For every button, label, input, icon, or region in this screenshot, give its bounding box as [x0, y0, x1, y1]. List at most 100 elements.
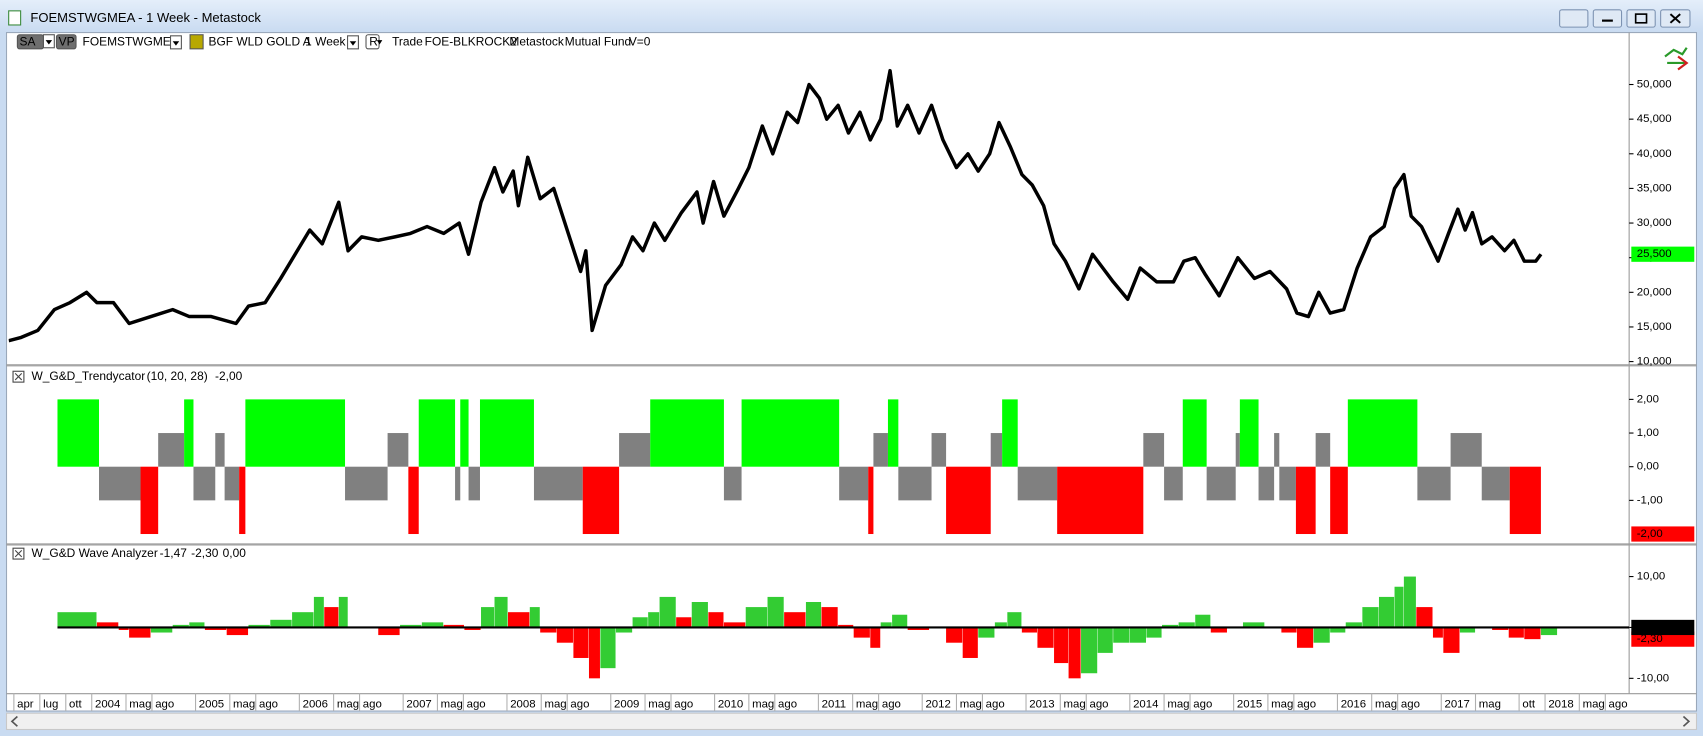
trend-bar	[1315, 433, 1331, 467]
x-tick-label: 2016	[1341, 699, 1366, 711]
x-tick-label: mag	[129, 699, 151, 711]
indicator-params: (10, 20, 28)	[147, 369, 208, 383]
wave-bar	[292, 612, 314, 628]
horizontal-scrollbar[interactable]	[5, 712, 1698, 731]
x-tick-label: ago	[1401, 699, 1420, 711]
wave-bar	[767, 596, 784, 628]
wave-bar	[870, 627, 881, 648]
restore-layout-button[interactable]	[1559, 9, 1589, 28]
trend-bar	[990, 433, 1003, 467]
trend-bar	[723, 466, 742, 501]
trend-bar	[582, 466, 620, 535]
wave-bar	[821, 607, 838, 628]
wave-bar	[1021, 627, 1038, 633]
minimize-button[interactable]	[1592, 9, 1623, 28]
wave-bar	[57, 612, 97, 628]
scroll-right-arrow[interactable]	[1682, 715, 1691, 727]
trend-bar	[887, 399, 899, 467]
trend-bar	[946, 466, 991, 535]
close-indicator-glyph	[14, 373, 23, 381]
wave-bar	[691, 602, 708, 628]
x-tick-label: mag	[1583, 699, 1605, 711]
x-tick-label: ago	[1609, 699, 1628, 711]
x-tick-label: 2007	[406, 699, 431, 711]
dropdown-arrow	[349, 41, 357, 46]
x-tick-label: ott	[69, 699, 83, 711]
trend-bar	[140, 466, 159, 535]
wave-bar	[1403, 576, 1416, 628]
toolbar-item: SA	[20, 34, 36, 48]
readout-box-label: 0,00	[1637, 621, 1659, 633]
trade-icon[interactable]	[1664, 47, 1688, 65]
wave-bar	[1330, 627, 1346, 633]
wave-bar	[1281, 627, 1297, 633]
scroll-left-arrow[interactable]	[10, 715, 18, 727]
trend-bar	[468, 466, 480, 501]
trend-bar	[1417, 466, 1451, 501]
trend-bar	[1509, 466, 1541, 535]
wave-bar	[1443, 627, 1460, 653]
wave-bar	[313, 596, 324, 628]
wave-bar	[1432, 627, 1443, 638]
wave-bar	[632, 617, 648, 628]
trend-bar	[1295, 466, 1316, 535]
panel-line: 10,00015,00020,00025,00030,00035,00040,0…	[8, 68, 1695, 368]
x-tick-label: mag	[1167, 699, 1189, 711]
wave-bar	[946, 627, 963, 643]
dropdown-arrow	[376, 40, 383, 45]
toolbar-item: Metastock	[509, 34, 563, 48]
x-tick-label: ago	[467, 699, 486, 711]
chart-area	[5, 32, 1698, 712]
x-tick-label: mag	[1064, 699, 1086, 711]
wave-bar	[880, 622, 892, 628]
toolbar-item: 1 Week	[305, 34, 345, 48]
trend-bar	[245, 399, 346, 467]
readout-box	[1631, 631, 1695, 647]
toolbar: SA VP FOEMSTWGMEA BGF WLD GOLD A1 Week R Trad…	[16, 34, 651, 50]
y-tick-label: 10,00	[1637, 571, 1666, 583]
dropdown-arrow	[172, 41, 180, 46]
maximize-button[interactable]	[1626, 9, 1656, 28]
x-tick-label: 2008	[510, 699, 535, 711]
price-line	[8, 68, 1543, 343]
wave-bar	[1210, 627, 1227, 633]
x-tick-label: ago	[1297, 699, 1316, 711]
wave-bar	[226, 627, 249, 636]
wave-bar	[248, 624, 270, 628]
trend-bar	[1002, 399, 1018, 467]
window-buttons[interactable]	[1559, 9, 1691, 28]
app-icon	[8, 10, 22, 26]
wave-bar	[400, 624, 422, 628]
wave-bar	[324, 607, 339, 628]
wave-bar	[573, 627, 589, 658]
y-tick-label: 15,000	[1637, 321, 1672, 333]
x-tick-label: ago	[363, 699, 382, 711]
x-tick-label: ago	[259, 699, 278, 711]
symbol-icon[interactable]	[189, 34, 204, 50]
x-tick-label: mag	[1375, 699, 1397, 711]
wave-bar	[118, 627, 129, 630]
x-tick-label: ago	[986, 699, 1005, 711]
indicator-readout: -2,30	[191, 546, 219, 560]
x-tick-label: mag	[544, 699, 566, 711]
trend-bar	[408, 466, 419, 535]
toolbar-button[interactable]	[55, 34, 77, 50]
trend-bar	[387, 433, 409, 467]
toolbar-item: V=0	[629, 34, 651, 48]
y-tick-label: 1,00	[1637, 427, 1659, 439]
wave-bar	[529, 607, 540, 628]
wave-bar	[708, 612, 724, 628]
wave-bar	[784, 612, 806, 628]
trend-bar	[1330, 466, 1348, 535]
wave-bar	[1313, 627, 1330, 643]
wave-bar	[745, 607, 768, 628]
x-tick-label: ago	[674, 699, 693, 711]
trend-bar	[898, 466, 932, 501]
last-value-box	[1631, 246, 1695, 262]
x-tick-label: 2012	[925, 699, 950, 711]
trend-bar	[1258, 466, 1275, 501]
y-tick-label: 30,000	[1637, 217, 1672, 229]
y-tick-label: -1,00	[1637, 494, 1663, 506]
trend-bar	[1279, 466, 1296, 501]
